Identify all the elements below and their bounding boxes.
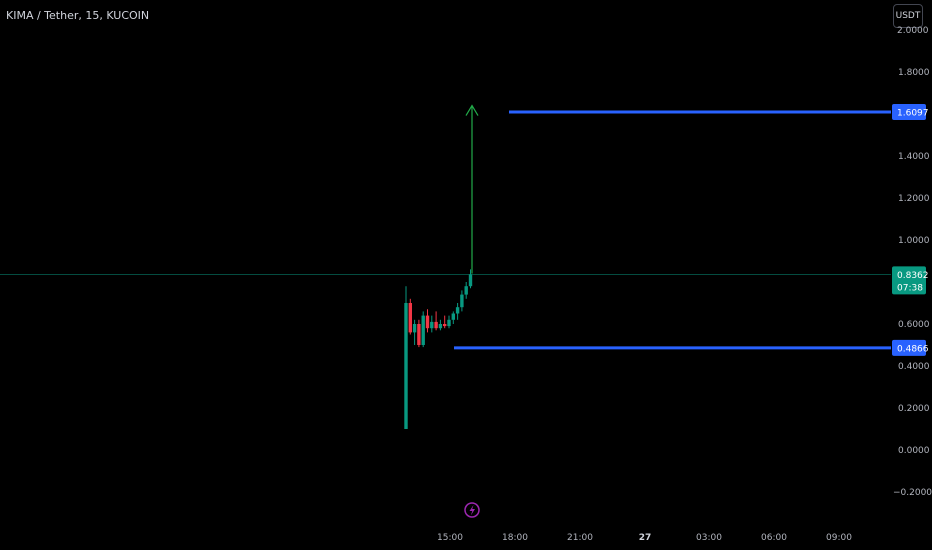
price-tick-label: −0.2000: [893, 488, 932, 498]
level-price-badge: [892, 103, 926, 120]
candle-body: [425, 315, 430, 329]
candle-body: [438, 324, 443, 329]
lightning-icon[interactable]: [464, 502, 480, 518]
lightning-icon-bolt: [469, 505, 475, 516]
symbol-title[interactable]: KIMA / Tether, 15, KUCOIN: [6, 9, 150, 22]
price-tick-label: 1.0000: [898, 236, 930, 246]
time-tick-label: 18:00: [502, 533, 528, 543]
candle-body: [464, 286, 468, 295]
candle-body: [460, 294, 464, 308]
candle-body: [468, 274, 473, 287]
candle-body: [434, 321, 438, 329]
level-price-label: 0.4866: [897, 344, 929, 354]
level-price-badge: [892, 339, 926, 356]
candle-body: [430, 321, 434, 329]
price-tick-label: 1.8000: [898, 68, 930, 78]
arrow-head[interactable]: [465, 104, 479, 116]
candle-body: [443, 324, 447, 327]
price-tick-label: 1.4000: [898, 152, 930, 162]
candle-body: [451, 313, 455, 320]
current-price-badge: [892, 266, 926, 295]
time-tick-label: 21:00: [567, 533, 593, 543]
level-price-label: 1.6097: [897, 108, 929, 118]
candle-body: [455, 307, 460, 314]
price-tick-label: 1.2000: [898, 194, 930, 204]
price-tick-label: 0.4000: [898, 362, 930, 372]
current-price-label: 0.8362: [897, 271, 929, 281]
candle-body: [412, 324, 417, 333]
time-tick-label: 03:00: [696, 533, 722, 543]
lightning-icon-ring: [464, 502, 480, 518]
candle-body: [447, 319, 451, 327]
time-tick-label: 15:00: [437, 533, 463, 543]
candle-body: [408, 303, 412, 333]
candle-body: [421, 315, 425, 345]
price-tick-label: 0.2000: [898, 404, 930, 414]
time-tick-label: 06:00: [761, 533, 787, 543]
time-tick-label: 27: [639, 533, 652, 543]
price-tick-label: 0.0000: [898, 446, 930, 456]
candle-body: [404, 303, 408, 429]
price-tick-label: 0.6000: [898, 320, 930, 330]
price-tick-partial: 2.0000: [897, 26, 929, 36]
currency-button[interactable]: USDT: [893, 4, 923, 28]
countdown-label: 07:38: [897, 283, 923, 293]
time-tick-label: 09:00: [826, 533, 852, 543]
candle-body: [417, 324, 421, 345]
